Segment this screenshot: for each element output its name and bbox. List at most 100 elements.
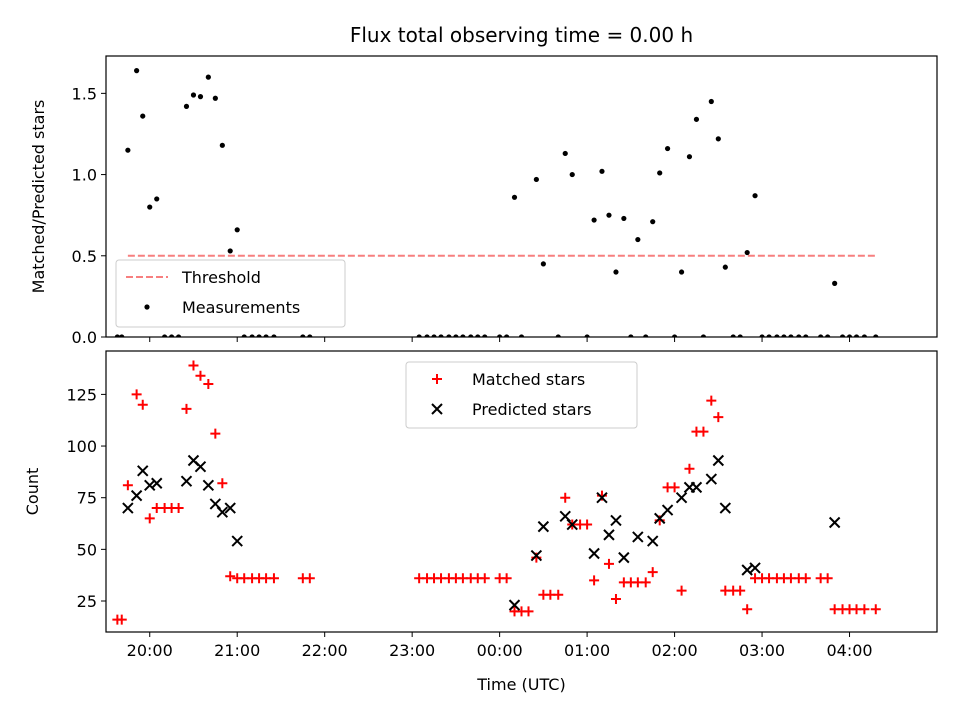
top-dot-point (147, 204, 153, 210)
bottom-plus-point (523, 606, 534, 617)
bottom-plus-point (800, 573, 811, 584)
legend-measurements-swatch (144, 304, 150, 310)
bottom-x-point (705, 473, 718, 485)
top-dot-point (861, 334, 867, 337)
bottom-x-point (828, 516, 841, 529)
x-tick-label: 23:00 (389, 641, 435, 660)
top-dot-point (796, 334, 802, 337)
bottom-x-point (216, 506, 229, 518)
top-dot-point (234, 227, 240, 233)
top-dot-point (271, 334, 277, 337)
legend-predicted-swatch (431, 403, 443, 415)
top-dot-point (162, 334, 168, 337)
bottom-plot-area (112, 360, 881, 625)
bottom-plus-point (706, 395, 717, 406)
bottom-plus-point (603, 558, 614, 569)
legend-threshold-label: Threshold (181, 268, 261, 287)
bottom-plus-point (217, 478, 228, 489)
bottom-x-point (596, 491, 608, 504)
top-dot-point (511, 194, 518, 200)
top-dot-point (873, 334, 879, 337)
top-plot-area (114, 68, 879, 337)
bottom-x-point (719, 502, 732, 514)
top-dot-point (606, 212, 612, 218)
bottom-plus-point (822, 573, 833, 584)
bottom-x-point (661, 504, 674, 516)
bottom-x-point (537, 520, 550, 533)
bottom-x-point (231, 535, 243, 547)
top-dot-point (241, 334, 247, 337)
bottom-axes-frame (105, 350, 938, 633)
top-dot-point (839, 334, 846, 337)
bottom-panel: 25 50 75 100 125 20:00 21:00 22:00 23:00 00:00 01:… (23, 350, 938, 694)
bottom-ytick-label: 25 (77, 592, 97, 611)
bottom-plus-point (589, 575, 600, 586)
top-dot-point (730, 334, 736, 337)
top-dot-point (584, 334, 590, 337)
top-dot-point (197, 94, 204, 100)
top-dot-point (737, 334, 743, 337)
top-dot-point (708, 98, 714, 105)
top-ytick-label: 0.0 (72, 328, 97, 347)
top-dot-point (114, 334, 120, 337)
x-tick-label: 21:00 (214, 641, 260, 660)
top-dot-point (781, 334, 787, 337)
top-dot-point (650, 219, 656, 225)
top-dot-point (562, 150, 568, 157)
bottom-x-point (618, 551, 630, 564)
top-dot-point (263, 334, 269, 337)
bottom-x-point (647, 535, 659, 547)
bottom-plus-point (137, 399, 148, 410)
top-dot-point (643, 334, 649, 337)
bottom-plus-point (181, 403, 192, 414)
bottom-plus-point (479, 573, 490, 584)
bottom-x-point (566, 518, 578, 531)
top-dot-point (424, 334, 430, 337)
top-dot-point (169, 334, 175, 337)
bottom-plus-point (742, 604, 753, 615)
top-dot-point (846, 334, 853, 337)
top-legend: Threshold Measurements (115, 259, 346, 328)
top-dot-point (832, 280, 838, 286)
top-dot-point (664, 145, 671, 152)
top-dot-point (752, 193, 758, 199)
bottom-y-axis-label: Count (23, 468, 42, 516)
x-tick-label: 22:00 (302, 641, 348, 660)
top-axes-frame (105, 55, 938, 338)
top-dot-point (219, 142, 225, 148)
bottom-ytick-label: 100 (66, 437, 97, 456)
x-tick-label: 00:00 (477, 641, 523, 660)
bottom-plus-point (684, 463, 695, 474)
bottom-x-point (632, 531, 644, 543)
top-dot-point (482, 334, 488, 337)
bottom-plus-point (225, 571, 236, 582)
x-tick-label: 02:00 (652, 641, 698, 660)
bottom-x-point (224, 502, 236, 514)
legend-box (405, 361, 638, 429)
legend-matched-swatch (432, 374, 442, 384)
top-dot-point (766, 334, 772, 337)
bottom-ytick-label: 75 (77, 489, 97, 508)
bottom-ytick-label: 50 (77, 540, 97, 559)
bottom-x-point (749, 562, 761, 574)
top-dot-point (256, 334, 262, 337)
bottom-x-point (712, 454, 725, 467)
legend-matched-label: Matched stars (472, 370, 585, 389)
bottom-x-point (151, 477, 163, 489)
top-y-axis-label: Matched/Predicted stars (29, 100, 48, 294)
bottom-plus-point (268, 573, 279, 584)
legend-box (115, 259, 346, 328)
bottom-plus-point (859, 604, 870, 615)
bottom-legend: Matched stars Predicted stars (405, 361, 638, 429)
top-dot-point (678, 269, 685, 275)
bottom-plus-point (188, 360, 199, 371)
top-dot-point (212, 95, 218, 101)
top-dot-point (621, 215, 627, 222)
bottom-x-point (530, 549, 543, 562)
top-dot-point (190, 92, 197, 98)
top-dot-point (722, 264, 728, 270)
top-dot-point (555, 334, 561, 337)
bottom-plus-point (640, 577, 651, 588)
top-dot-point (803, 334, 809, 337)
bottom-plus-point (560, 492, 571, 503)
